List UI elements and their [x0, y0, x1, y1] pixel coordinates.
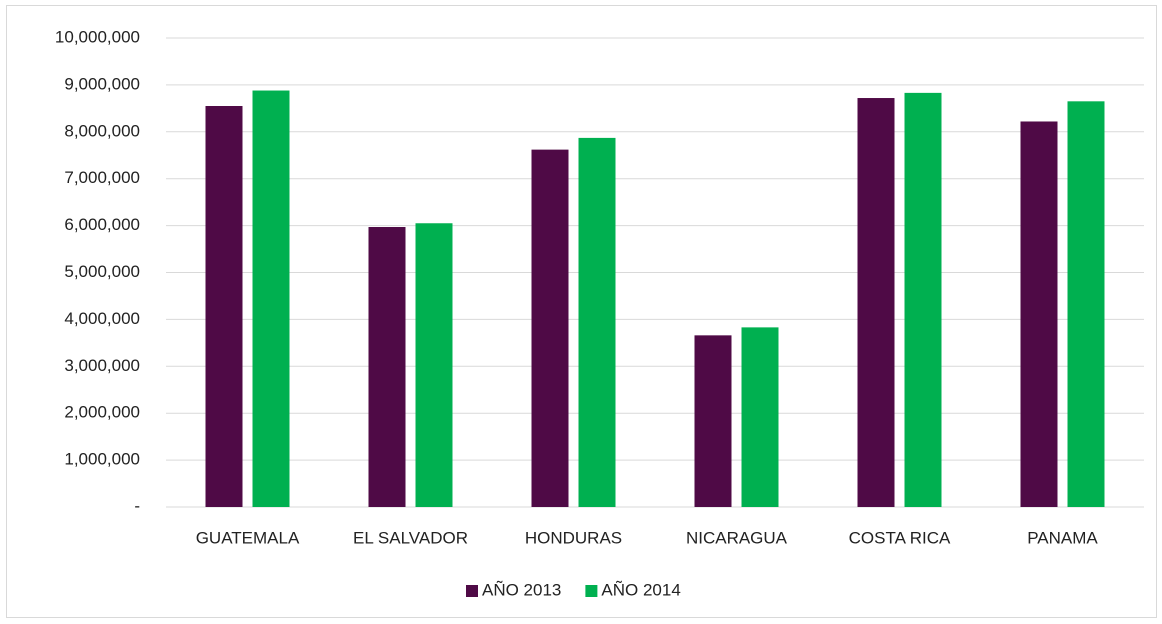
- bar: [1020, 121, 1058, 508]
- bar: [205, 106, 243, 507]
- x-tick-label: EL SALVADOR: [353, 528, 468, 547]
- y-tick-label: 2,000,000: [64, 403, 140, 422]
- y-tick-label: 10,000,000: [55, 27, 140, 46]
- y-tick-label: 9,000,000: [64, 74, 140, 93]
- bar: [857, 98, 895, 508]
- bar: [531, 149, 569, 507]
- x-tick-label: COSTA RICA: [849, 528, 951, 547]
- bar: [741, 327, 779, 507]
- bar: [415, 223, 453, 507]
- x-tick-label: PANAMA: [1027, 528, 1098, 547]
- y-tick-label: 5,000,000: [64, 262, 140, 281]
- y-tick-label: 4,000,000: [64, 309, 140, 328]
- x-tick-label: HONDURAS: [525, 528, 622, 547]
- y-tick-label: 6,000,000: [64, 215, 140, 234]
- bar: [252, 90, 290, 507]
- y-tick-label: 1,000,000: [64, 450, 140, 469]
- x-tick-label: GUATEMALA: [196, 528, 300, 547]
- y-tick-label: -: [134, 496, 140, 515]
- legend-swatch: [585, 585, 598, 597]
- y-tick-label: 7,000,000: [64, 168, 140, 187]
- bar: [368, 227, 406, 507]
- y-tick-label: 3,000,000: [64, 356, 140, 375]
- legend-swatch: [466, 585, 478, 597]
- legend-label: AÑO 2014: [601, 580, 680, 599]
- bar: [1067, 101, 1105, 507]
- legend-label: AÑO 2013: [482, 580, 561, 599]
- bar: [694, 335, 732, 507]
- y-tick-label: 8,000,000: [64, 121, 140, 140]
- bar: [578, 137, 616, 507]
- bar: [904, 92, 942, 508]
- x-tick-label: NICARAGUA: [686, 528, 788, 547]
